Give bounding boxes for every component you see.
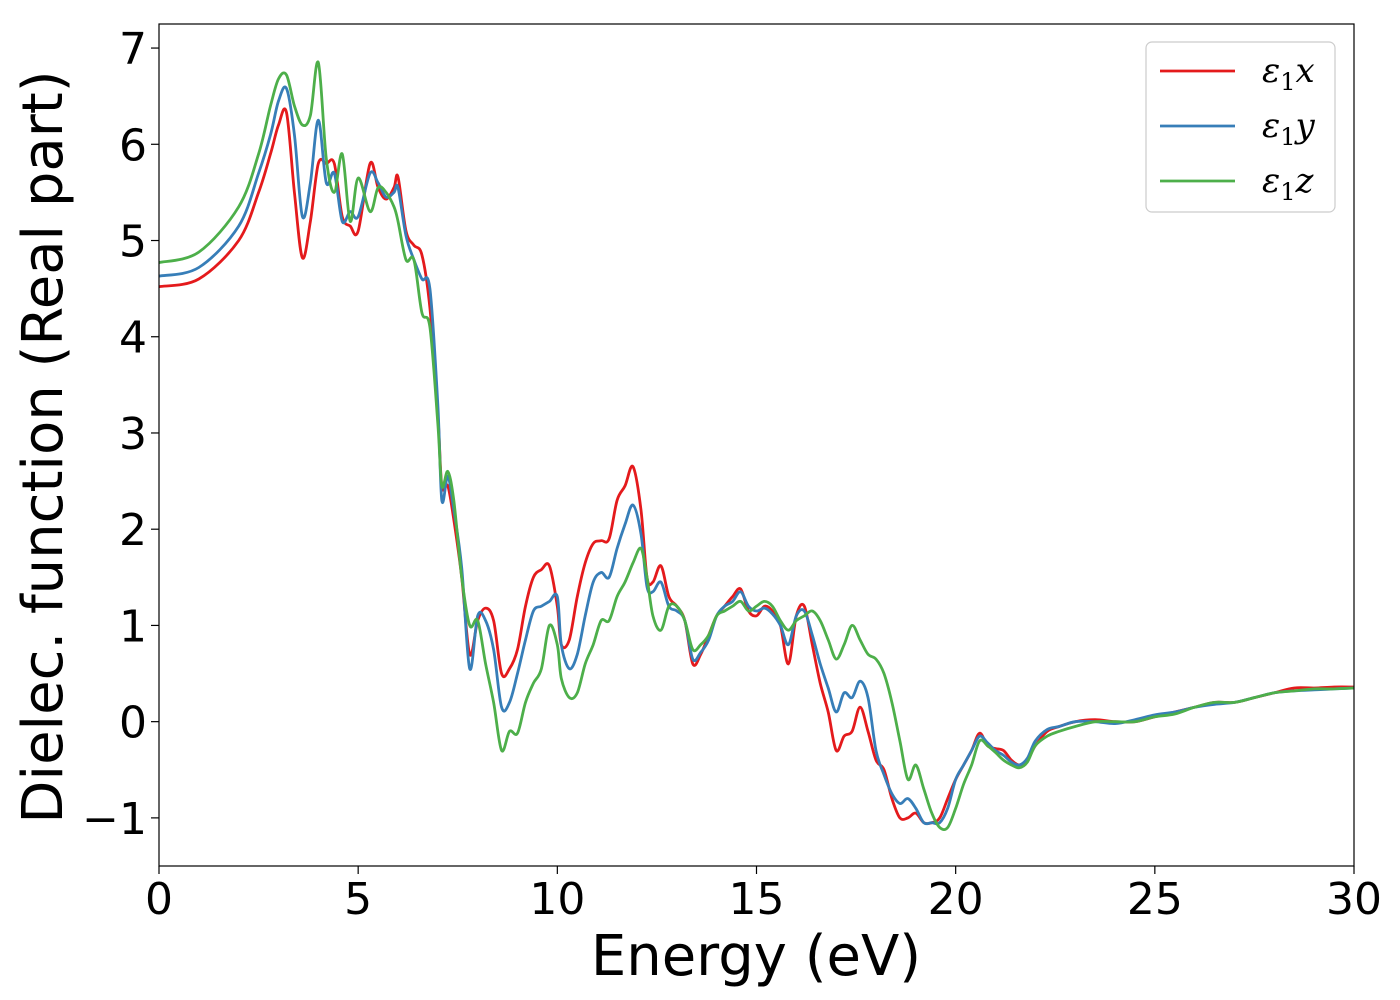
- y-tick-label: 6: [119, 120, 147, 171]
- x-tick-label: 10: [529, 874, 585, 925]
- legend: ε1x ε1y ε1z: [1145, 41, 1336, 213]
- y-tick-label: −1: [82, 794, 147, 845]
- series-line-x: [159, 107, 1354, 826]
- x-axis-label: Energy (eV): [591, 924, 921, 989]
- x-tick-label: 25: [1127, 874, 1183, 925]
- x-tick-label: 15: [729, 874, 785, 925]
- legend-label-z: ε1z: [1262, 161, 1315, 206]
- plot-area: [159, 60, 1354, 831]
- y-tick-label: 5: [119, 217, 147, 268]
- x-axis: 0 5 10 15 20 25 30: [145, 866, 1382, 925]
- x-tick-label: 20: [928, 874, 984, 925]
- y-tick-label: 7: [119, 24, 147, 75]
- series-line-y: [159, 85, 1354, 826]
- series-line-z: [159, 60, 1354, 831]
- y-tick-label: 0: [119, 698, 147, 749]
- y-tick-label: 1: [119, 601, 147, 652]
- legend-box: [1145, 41, 1336, 213]
- x-tick-label: 30: [1326, 874, 1382, 925]
- y-axis-label: Dielec. function (Real part): [11, 70, 76, 823]
- y-tick-label: 4: [119, 313, 147, 364]
- x-tick-label: 0: [145, 874, 173, 925]
- legend-label-x: ε1x: [1262, 51, 1315, 96]
- x-tick-label: 5: [344, 874, 372, 925]
- y-tick-label: 2: [119, 505, 147, 556]
- y-tick-label: 3: [119, 409, 147, 460]
- y-axis: −1 0 1 2 3 4 5 6 7: [82, 24, 159, 845]
- legend-label-y: ε1y: [1262, 106, 1316, 151]
